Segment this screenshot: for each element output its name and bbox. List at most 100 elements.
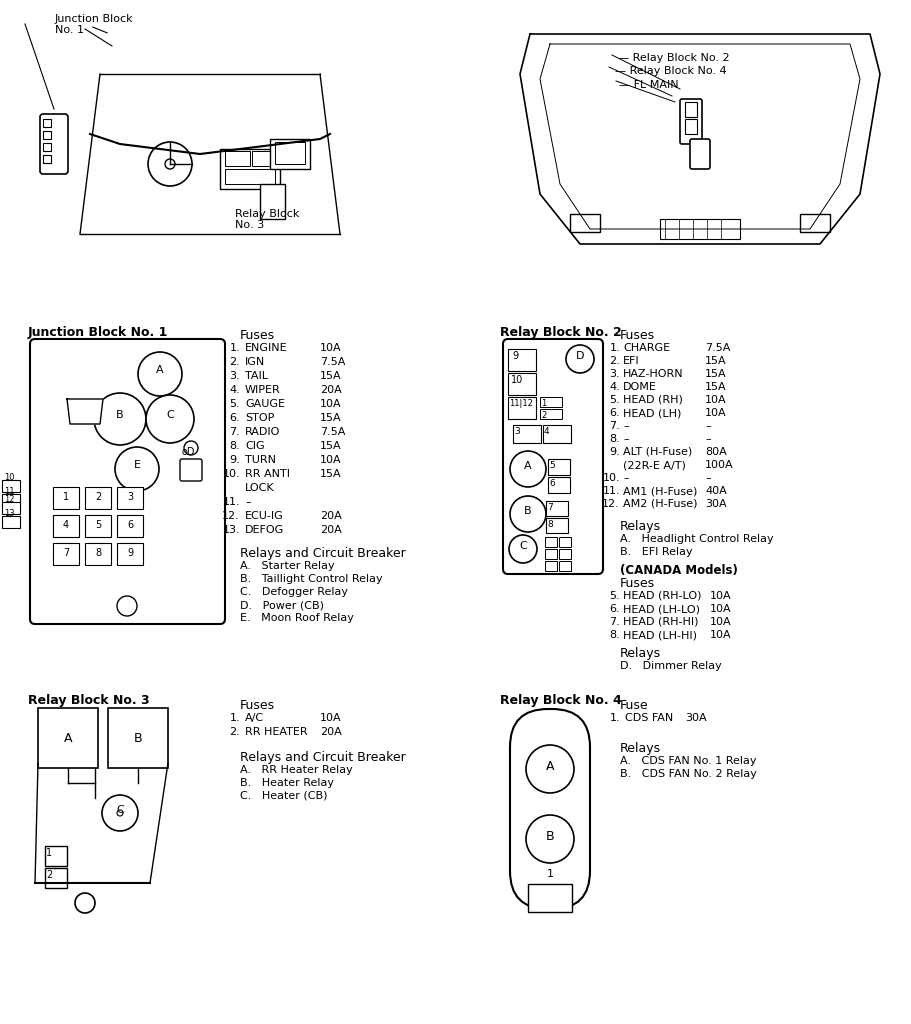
Text: 5.: 5.: [609, 395, 620, 406]
Bar: [548, 459, 570, 475]
Text: RADIO: RADIO: [245, 427, 281, 437]
Bar: [2, 502, 20, 514]
Text: –: –: [245, 497, 251, 507]
Bar: [275, 142, 305, 164]
Text: 13.: 13.: [222, 525, 240, 535]
Text: 8: 8: [547, 520, 553, 529]
Text: 7: 7: [547, 503, 553, 512]
Text: 7.: 7.: [609, 421, 620, 431]
Text: 10A: 10A: [710, 630, 732, 640]
Text: C: C: [519, 541, 527, 551]
Text: Relay Block No. 4: Relay Block No. 4: [500, 694, 621, 707]
Bar: [252, 151, 277, 166]
Text: 6: 6: [127, 520, 133, 530]
Bar: [508, 397, 536, 419]
Bar: [685, 102, 697, 117]
Bar: [508, 373, 536, 395]
Text: Junction Block: Junction Block: [55, 14, 134, 24]
FancyBboxPatch shape: [510, 709, 590, 909]
Text: 1.: 1.: [609, 713, 620, 723]
Text: TURN: TURN: [245, 455, 276, 465]
Text: DEFOG: DEFOG: [245, 525, 284, 535]
Text: 3: 3: [514, 427, 520, 436]
Circle shape: [526, 815, 574, 863]
Text: 4.: 4.: [230, 385, 240, 395]
Text: — Relay Block No. 4: — Relay Block No. 4: [615, 66, 727, 76]
Polygon shape: [67, 399, 103, 424]
Bar: [270, 139, 310, 169]
Text: Fuse: Fuse: [620, 699, 649, 712]
Bar: [2, 494, 20, 506]
Circle shape: [165, 159, 175, 169]
Text: A.   CDS FAN No. 1 Relay: A. CDS FAN No. 1 Relay: [620, 756, 756, 766]
Bar: [43, 131, 51, 139]
Text: 5.: 5.: [609, 591, 620, 601]
Text: 2.: 2.: [230, 357, 240, 367]
Bar: [528, 884, 572, 912]
Text: –: –: [623, 473, 629, 483]
Bar: [43, 143, 51, 151]
Bar: [117, 543, 143, 565]
Text: 7.5A: 7.5A: [705, 343, 731, 353]
Circle shape: [117, 596, 137, 616]
Bar: [508, 349, 536, 371]
Text: 7.5A: 7.5A: [320, 427, 345, 437]
Text: oD: oD: [182, 447, 196, 457]
Text: STOP: STOP: [245, 413, 274, 423]
Text: 15A: 15A: [705, 369, 727, 379]
Text: 1.: 1.: [609, 343, 620, 353]
Text: –: –: [705, 434, 711, 444]
Text: Relay Block: Relay Block: [235, 209, 300, 219]
Bar: [53, 543, 79, 565]
Text: 10: 10: [511, 375, 523, 385]
Bar: [546, 518, 568, 534]
Text: 7: 7: [63, 548, 69, 558]
Text: 3.: 3.: [230, 371, 240, 381]
Text: 5: 5: [95, 520, 101, 530]
Text: ECU-IG: ECU-IG: [245, 511, 283, 521]
Text: 8.: 8.: [609, 434, 620, 444]
Bar: [53, 515, 79, 537]
Text: Fuses: Fuses: [240, 329, 275, 342]
FancyBboxPatch shape: [680, 99, 702, 144]
Text: HEAD (RH-LO): HEAD (RH-LO): [623, 591, 701, 601]
Bar: [2, 480, 20, 492]
Text: –: –: [623, 434, 629, 444]
Circle shape: [526, 745, 574, 793]
Circle shape: [509, 535, 537, 563]
Text: 10.: 10.: [602, 473, 620, 483]
Bar: [43, 119, 51, 127]
Text: 15A: 15A: [320, 441, 342, 451]
Text: Junction Block No. 1: Junction Block No. 1: [28, 326, 169, 339]
Text: C.   Defogger Relay: C. Defogger Relay: [240, 587, 348, 597]
Circle shape: [75, 893, 95, 913]
FancyBboxPatch shape: [690, 139, 710, 169]
Bar: [559, 549, 571, 559]
Text: HAZ-HORN: HAZ-HORN: [623, 369, 683, 379]
Text: 80A: 80A: [705, 447, 727, 457]
Text: AM1 (H-Fuse): AM1 (H-Fuse): [623, 486, 698, 496]
Text: AM2 (H-Fuse): AM2 (H-Fuse): [623, 499, 698, 509]
Text: 15A: 15A: [320, 413, 342, 423]
Text: A: A: [546, 760, 554, 772]
Text: Relays: Relays: [620, 742, 661, 755]
Bar: [85, 515, 111, 537]
Bar: [545, 537, 557, 547]
Text: 11|12: 11|12: [509, 399, 533, 408]
Circle shape: [138, 352, 182, 396]
Text: — FL MAIN: — FL MAIN: [619, 80, 679, 90]
Text: 7.: 7.: [230, 427, 240, 437]
Text: Fuses: Fuses: [620, 577, 655, 590]
Text: B: B: [134, 731, 142, 744]
Text: Relays: Relays: [620, 520, 661, 534]
Bar: [45, 868, 67, 888]
Text: B.   CDS FAN No. 2 Relay: B. CDS FAN No. 2 Relay: [620, 769, 757, 779]
Text: E: E: [134, 460, 140, 470]
Text: 10A: 10A: [710, 604, 732, 614]
Text: 5.: 5.: [230, 399, 240, 409]
Text: 12.: 12.: [602, 499, 620, 509]
Text: 9: 9: [127, 548, 133, 558]
Text: 2.: 2.: [609, 356, 620, 366]
Bar: [117, 515, 143, 537]
Text: A.   Headlight Control Relay: A. Headlight Control Relay: [620, 534, 773, 544]
